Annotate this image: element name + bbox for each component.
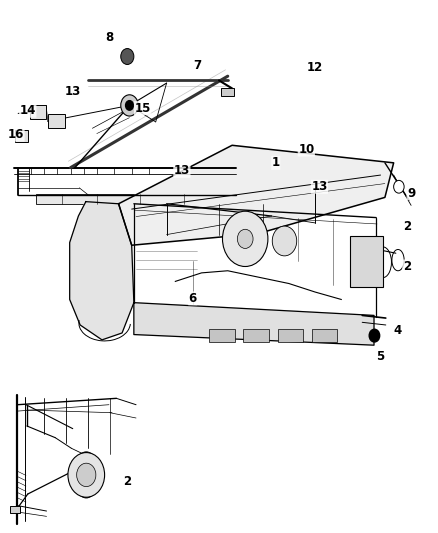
Text: 2: 2 xyxy=(403,220,411,233)
Text: 6: 6 xyxy=(189,292,197,305)
Bar xyxy=(350,236,383,287)
Bar xyxy=(35,194,228,204)
Circle shape xyxy=(237,229,253,248)
Bar xyxy=(311,329,337,342)
Circle shape xyxy=(121,49,134,64)
Bar xyxy=(30,106,46,119)
Text: 13: 13 xyxy=(65,85,81,98)
Text: 9: 9 xyxy=(407,187,415,200)
Text: 8: 8 xyxy=(106,31,114,44)
Circle shape xyxy=(394,180,404,193)
Circle shape xyxy=(223,211,268,266)
Polygon shape xyxy=(70,201,134,340)
Text: 14: 14 xyxy=(20,104,36,117)
Circle shape xyxy=(126,101,134,110)
Text: 15: 15 xyxy=(134,102,151,115)
Text: 10: 10 xyxy=(298,143,314,156)
Text: 2: 2 xyxy=(403,260,411,273)
Text: 12: 12 xyxy=(307,61,323,74)
Bar xyxy=(209,329,235,342)
Text: 7: 7 xyxy=(193,59,201,72)
Bar xyxy=(278,329,303,342)
Bar xyxy=(48,115,65,128)
Text: 16: 16 xyxy=(8,128,24,141)
Text: 4: 4 xyxy=(394,324,402,337)
Circle shape xyxy=(68,453,105,497)
Text: 1: 1 xyxy=(272,156,280,169)
Bar xyxy=(11,506,20,513)
Circle shape xyxy=(121,95,138,116)
Circle shape xyxy=(77,463,96,487)
Text: 13: 13 xyxy=(311,180,328,193)
Bar xyxy=(221,88,234,96)
Text: 5: 5 xyxy=(376,350,385,364)
Text: 2: 2 xyxy=(123,475,131,488)
Polygon shape xyxy=(119,146,394,245)
Text: 13: 13 xyxy=(174,164,190,177)
Circle shape xyxy=(272,226,297,256)
Bar xyxy=(244,329,269,342)
Circle shape xyxy=(369,329,380,342)
Bar xyxy=(14,131,28,142)
Polygon shape xyxy=(134,303,374,345)
